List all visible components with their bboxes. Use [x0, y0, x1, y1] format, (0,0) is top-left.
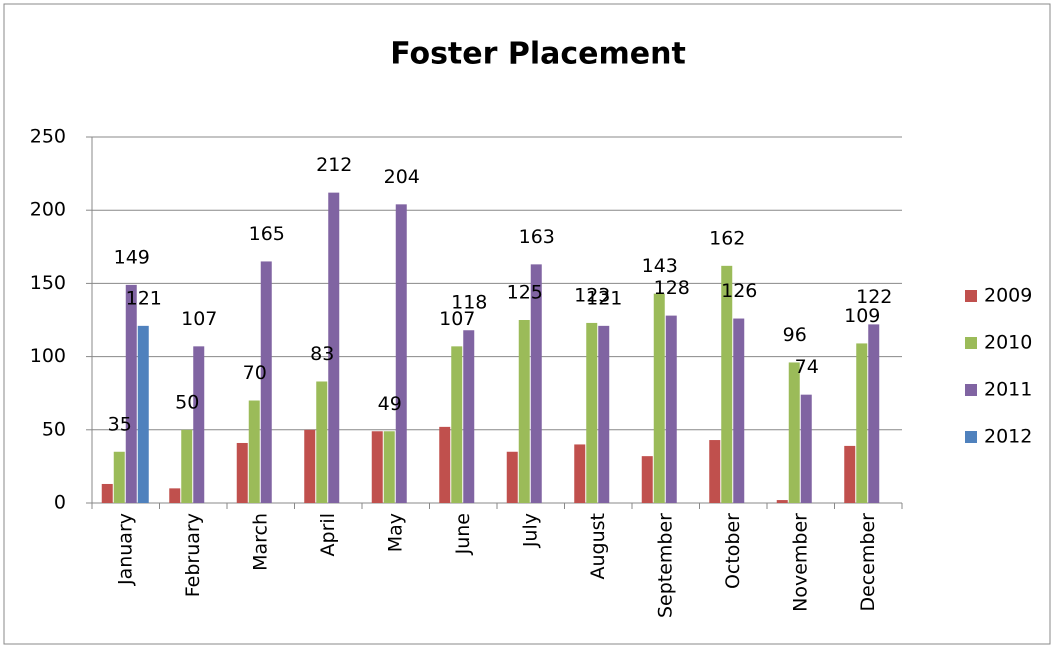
y-tick-label: 50 — [42, 418, 66, 440]
bar — [709, 440, 721, 503]
data-label: 162 — [709, 227, 745, 249]
data-label: 50 — [175, 391, 199, 413]
bar — [598, 325, 610, 503]
data-label: 143 — [642, 255, 678, 277]
data-label: 125 — [507, 282, 543, 304]
legend-swatch — [965, 290, 977, 302]
data-label: 83 — [310, 343, 334, 365]
bar — [169, 488, 181, 503]
data-label: 35 — [108, 413, 132, 435]
bar — [236, 442, 248, 503]
bar — [113, 451, 125, 503]
bar — [856, 343, 868, 503]
bar — [868, 324, 880, 503]
bar — [665, 315, 677, 503]
bar — [137, 325, 149, 503]
x-tick-label: March — [249, 513, 271, 571]
legend-swatch — [965, 384, 977, 396]
bar — [304, 429, 316, 503]
y-tick-label: 0 — [54, 492, 66, 514]
bar — [125, 284, 137, 503]
bar — [193, 346, 205, 503]
bar — [463, 330, 475, 503]
x-tick-label: January — [114, 513, 136, 586]
bar — [530, 264, 542, 503]
bar — [653, 293, 665, 503]
data-label: 122 — [856, 286, 892, 308]
data-label: 121 — [126, 287, 162, 309]
data-label: 96 — [783, 324, 807, 346]
x-tick-label: September — [654, 513, 676, 618]
chart-title: Foster Placement — [390, 37, 686, 72]
legend-label: 2011 — [984, 379, 1032, 401]
bar — [451, 346, 463, 503]
y-tick-label: 150 — [30, 272, 66, 294]
data-label: 107 — [181, 308, 217, 330]
data-label: 149 — [114, 246, 150, 268]
data-label: 212 — [316, 154, 352, 176]
bar — [383, 431, 395, 503]
data-label: 70 — [243, 362, 267, 384]
x-tick-label: July — [519, 513, 541, 548]
bar — [371, 431, 383, 503]
bar — [776, 500, 788, 503]
bar — [641, 456, 653, 503]
legend-label: 2010 — [984, 332, 1032, 354]
bar — [316, 381, 328, 503]
data-label: 107 — [439, 308, 475, 330]
x-tick-label: November — [789, 513, 811, 612]
bar — [439, 426, 451, 503]
bar — [260, 261, 272, 503]
data-label: 74 — [795, 356, 819, 378]
y-tick-label: 200 — [30, 199, 66, 221]
y-tick-label: 100 — [30, 345, 66, 367]
x-tick-label: October — [722, 513, 744, 589]
bar — [800, 394, 812, 503]
data-label: 109 — [844, 305, 880, 327]
x-tick-label: May — [384, 513, 406, 552]
data-label: 165 — [249, 223, 285, 245]
data-label: 49 — [378, 393, 402, 415]
data-label: 128 — [654, 277, 690, 299]
x-tick-label: December — [857, 513, 879, 612]
legend-swatch — [965, 431, 977, 443]
x-tick-label: April — [317, 513, 339, 556]
data-label: 204 — [384, 166, 420, 188]
bar — [328, 192, 340, 503]
legend-label: 2009 — [984, 285, 1032, 307]
data-label: 123 — [574, 284, 610, 306]
bar — [181, 429, 193, 503]
bar — [788, 362, 800, 503]
y-tick-label: 250 — [30, 126, 66, 148]
x-tick-label: June — [452, 513, 474, 555]
bar — [721, 265, 733, 503]
legend-swatch — [965, 337, 977, 349]
legend-label: 2012 — [984, 426, 1032, 448]
bar — [248, 400, 260, 503]
bar — [506, 451, 518, 503]
bar — [586, 322, 598, 503]
x-tick-label: February — [182, 513, 204, 597]
bar — [101, 483, 113, 503]
data-label: 121 — [586, 287, 622, 309]
bar — [844, 445, 856, 503]
data-label: 163 — [519, 226, 555, 248]
x-tick-label: August — [587, 513, 609, 580]
bar — [574, 444, 586, 503]
data-label: 126 — [721, 280, 757, 302]
bar — [395, 204, 407, 503]
bar — [733, 318, 745, 503]
bar — [518, 320, 530, 503]
data-label: 118 — [451, 292, 487, 314]
